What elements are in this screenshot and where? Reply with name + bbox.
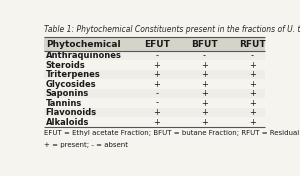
Text: Table 1: Phytochemical Constituents present in the fractions of U. togoensis: Table 1: Phytochemical Constituents pres… [44,25,300,34]
Text: + = present; - = absent: + = present; - = absent [44,142,128,148]
FancyBboxPatch shape [44,108,266,117]
Text: Saponins: Saponins [46,89,89,98]
Text: Alkaloids: Alkaloids [46,118,89,127]
Text: -: - [203,51,206,60]
FancyBboxPatch shape [44,51,266,60]
FancyBboxPatch shape [44,60,266,70]
FancyBboxPatch shape [44,37,266,51]
Text: +: + [201,70,208,79]
Text: -: - [251,51,254,60]
Text: +: + [249,89,256,98]
Text: +: + [249,61,256,70]
Text: Anthraquinones: Anthraquinones [46,51,122,60]
Text: Triterpenes: Triterpenes [46,70,100,79]
Text: Steroids: Steroids [46,61,86,70]
Text: +: + [201,99,208,108]
Text: -: - [155,51,158,60]
Text: +: + [249,108,256,117]
Text: +: + [153,70,160,79]
FancyBboxPatch shape [44,98,266,108]
Text: +: + [249,99,256,108]
Text: +: + [249,80,256,89]
Text: Flavonoids: Flavonoids [46,108,97,117]
Text: -: - [155,89,158,98]
Text: +: + [201,118,208,127]
Text: Glycosides: Glycosides [46,80,96,89]
Text: -: - [155,99,158,108]
FancyBboxPatch shape [44,89,266,98]
Text: Phytochemical: Phytochemical [46,40,120,49]
Text: +: + [201,108,208,117]
Text: RFUT: RFUT [239,40,266,49]
Text: +: + [153,80,160,89]
Text: +: + [201,61,208,70]
FancyBboxPatch shape [44,79,266,89]
Text: +: + [153,61,160,70]
Text: +: + [153,118,160,127]
Text: +: + [249,118,256,127]
Text: +: + [249,70,256,79]
FancyBboxPatch shape [44,117,266,127]
Text: BFUT: BFUT [191,40,218,49]
Text: +: + [201,89,208,98]
Text: +: + [201,80,208,89]
FancyBboxPatch shape [44,70,266,79]
Text: EFUT = Ethyl acetate Fraction; BFUT = butane Fraction; RFUT = Residual Aqueous F: EFUT = Ethyl acetate Fraction; BFUT = bu… [44,130,300,136]
Text: EFUT: EFUT [144,40,169,49]
Text: +: + [153,108,160,117]
Text: Tannins: Tannins [46,99,82,108]
